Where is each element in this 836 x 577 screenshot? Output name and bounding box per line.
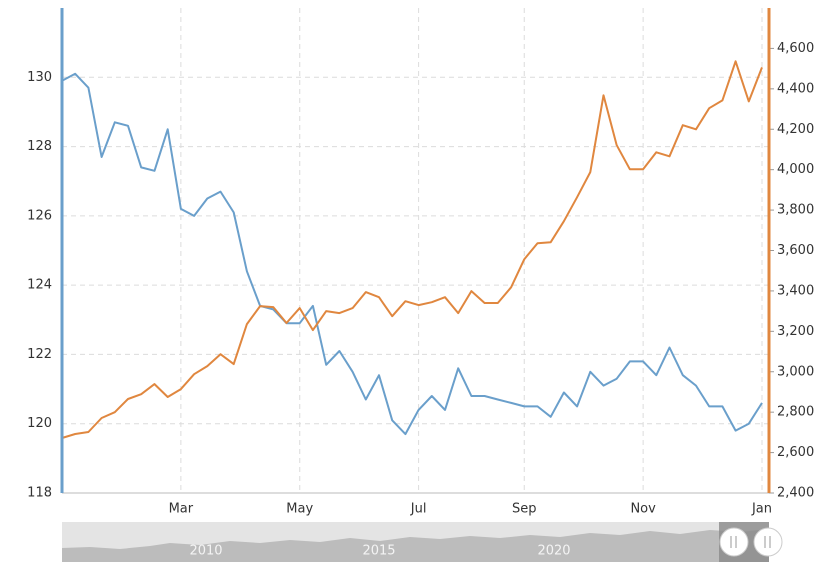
y2-tick-label: 3,600 bbox=[777, 243, 814, 258]
y2-tick-label: 4,400 bbox=[777, 81, 814, 96]
x-tick-label: Mar bbox=[169, 502, 194, 517]
y2-tick-label: 3,000 bbox=[777, 364, 814, 379]
navigator-label: 2020 bbox=[537, 544, 570, 559]
series-line bbox=[61, 60, 763, 439]
navigator-area bbox=[62, 529, 769, 562]
handle-grip bbox=[730, 536, 771, 548]
y-tick-label: 120 bbox=[27, 416, 52, 431]
y2-tick-label: 2,600 bbox=[777, 445, 814, 460]
navigator-label: 2015 bbox=[362, 544, 395, 559]
y2-tick-label: 3,800 bbox=[777, 203, 814, 218]
navigator-handle-left[interactable] bbox=[719, 527, 749, 557]
y2-tick-label: 3,200 bbox=[777, 324, 814, 339]
navigator-label: 2010 bbox=[189, 544, 222, 559]
y-tick-label: 126 bbox=[27, 208, 52, 223]
x-tick-label: Nov bbox=[630, 502, 656, 517]
series-line bbox=[61, 72, 763, 436]
navigator-handle-right[interactable] bbox=[753, 527, 783, 557]
y2-tick-label: 4,200 bbox=[777, 122, 814, 137]
x-tick-label: May bbox=[286, 502, 313, 517]
x-tick-label: Jan bbox=[751, 502, 772, 517]
y2-tick-label: 3,400 bbox=[777, 283, 814, 298]
y-tick-label: 130 bbox=[27, 70, 52, 85]
y2-tick-label: 2,400 bbox=[777, 486, 814, 501]
y2-tick-label: 4,000 bbox=[777, 162, 814, 177]
y-tick-label: 122 bbox=[27, 347, 52, 362]
x-tick-label: Jul bbox=[410, 502, 427, 517]
y-tick-label: 118 bbox=[27, 486, 52, 501]
x-tick-label: Sep bbox=[512, 502, 537, 517]
y2-tick-label: 2,800 bbox=[777, 405, 814, 420]
y-tick-label: 124 bbox=[27, 278, 52, 293]
y-tick-label: 128 bbox=[27, 139, 52, 154]
navigator[interactable]: 2010 2015 2020 bbox=[62, 522, 783, 562]
y2-tick-label: 4,600 bbox=[777, 41, 814, 56]
